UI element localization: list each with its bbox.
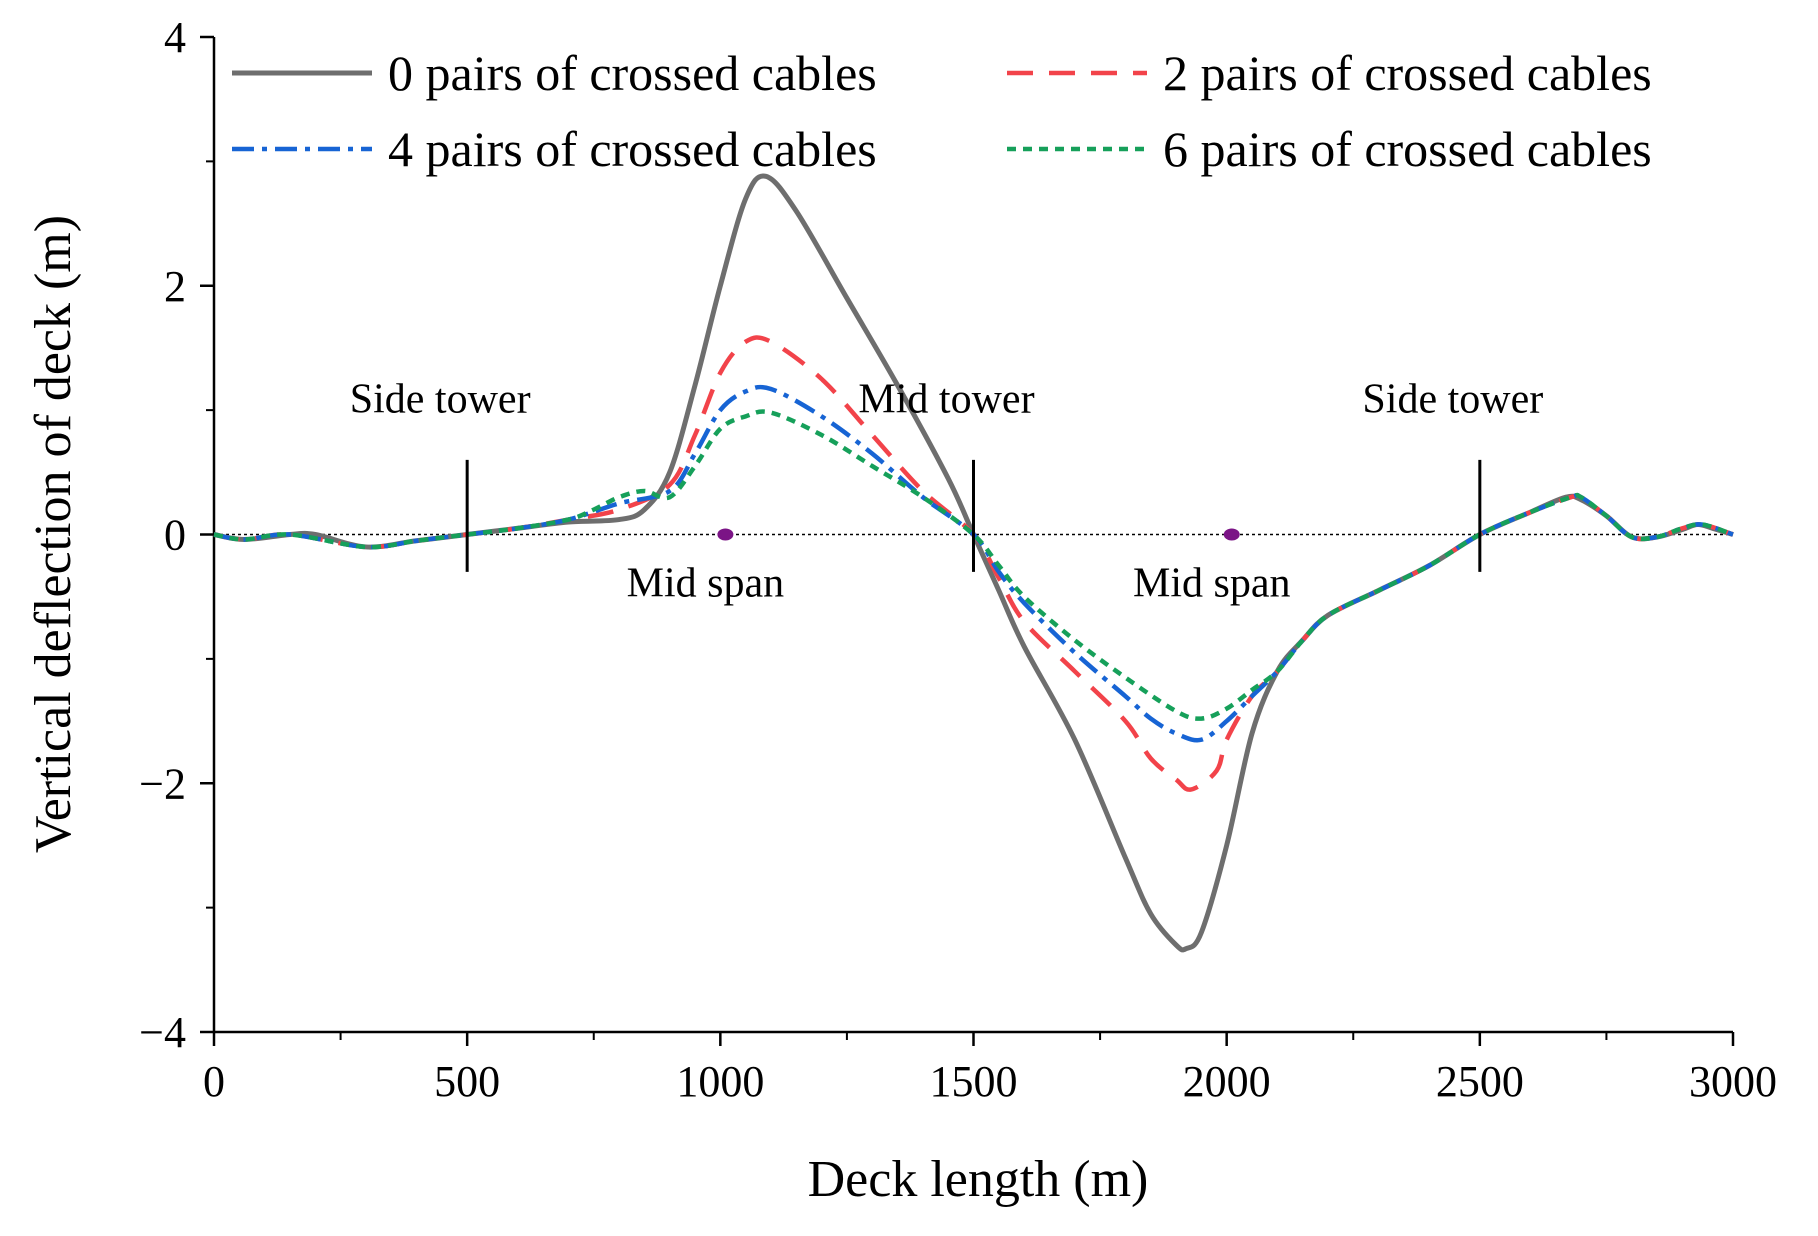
legend-label-1: 2 pairs of crossed cables xyxy=(1163,45,1652,101)
mid-span-label: Mid span xyxy=(627,561,785,607)
mid-span-point xyxy=(1223,528,1240,541)
y-tick-label: 4 xyxy=(164,13,186,62)
tower-label: Mid tower xyxy=(858,377,1034,423)
tower-label: Side tower xyxy=(350,377,531,423)
y-axis-title: Vertical deflection of deck (m) xyxy=(25,215,82,853)
legend: 0 pairs of crossed cables 2 pairs of cros… xyxy=(232,45,1652,177)
y-tick-label: 2 xyxy=(164,262,186,311)
mid-span-point xyxy=(717,528,734,541)
tower-label: Side tower xyxy=(1362,377,1543,423)
legend-label-2: 4 pairs of crossed cables xyxy=(388,121,877,177)
series-line-2 xyxy=(213,384,1734,743)
x-tick-label: 1000 xyxy=(676,1057,764,1106)
y-tick-label: −2 xyxy=(139,759,186,808)
plot-area: 0 500 1000 1500 2000 2500 3000 −4 −2 0 2 4 Side towe… xyxy=(139,13,1777,1106)
mid-span-label: Mid span xyxy=(1133,561,1291,607)
series-line-3 xyxy=(213,409,1734,721)
x-tick-label: 2500 xyxy=(1436,1057,1524,1106)
y-tick-label: −4 xyxy=(139,1008,186,1057)
x-tick-label: 500 xyxy=(434,1057,500,1106)
x-tick-label: 2000 xyxy=(1183,1057,1271,1106)
y-tick-label: 0 xyxy=(164,511,186,560)
x-tick-label: 3000 xyxy=(1689,1057,1777,1106)
legend-label-3: 6 pairs of crossed cables xyxy=(1163,121,1652,177)
x-axis-title: Deck length (m) xyxy=(808,1151,1149,1208)
legend-label-0: 0 pairs of crossed cables xyxy=(388,45,877,101)
x-tick-label: 0 xyxy=(203,1057,225,1106)
x-tick-label: 1500 xyxy=(930,1057,1018,1106)
